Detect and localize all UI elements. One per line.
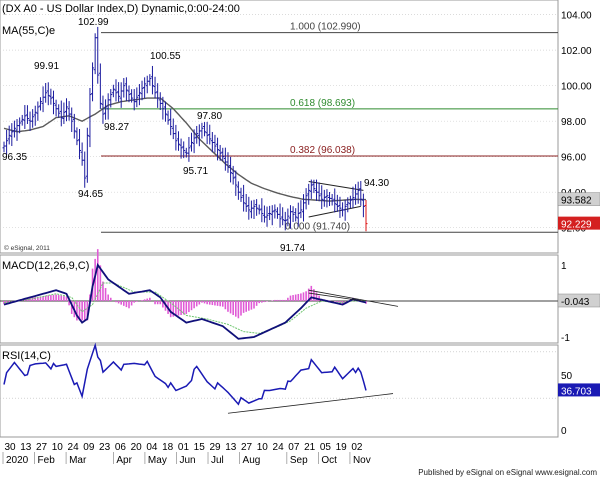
watermark: © eSignal, 2011 xyxy=(4,244,50,252)
last-value-box-price xyxy=(558,216,600,230)
x-tick-label: 27 xyxy=(241,442,253,453)
rsi-trendline xyxy=(227,393,394,414)
rsi-last-value-box xyxy=(558,383,600,397)
price-annotation: 97.80 xyxy=(197,111,222,122)
x-tick-label: 04 xyxy=(146,442,158,453)
rsi-series: 50 0 36.703 xyxy=(0,342,600,437)
upper-trendline xyxy=(308,181,364,191)
x-tick-label: 18 xyxy=(162,442,174,453)
footer-bar xyxy=(0,466,600,478)
x-axis: 30 13 27 10 24 09 23 06 20 04 18 01 15 29 13 27 10 24 07 21… xyxy=(2,442,371,466)
x-tick-label: 24 xyxy=(68,442,80,453)
price-tick-label: 102.00 xyxy=(561,46,592,57)
price-annotation: 91.74 xyxy=(280,243,305,254)
macd-last-value: -0.043 xyxy=(561,297,590,308)
x-month-label: Nov xyxy=(353,455,371,466)
rsi-title: RSI(14,C) xyxy=(2,350,51,362)
x-tick-label: 30 xyxy=(4,442,16,453)
price-annotation: 100.55 xyxy=(150,51,181,62)
x-month-label: Aug xyxy=(243,455,261,466)
x-tick-label: 19 xyxy=(336,442,348,453)
fib-level-label: 1.000 (102.990) xyxy=(290,22,361,33)
price-annotation: 94.65 xyxy=(78,189,103,200)
price-bars xyxy=(2,26,368,232)
x-tick-label: 01 xyxy=(178,442,190,453)
x-month-label: 2020 xyxy=(6,455,29,466)
x-tick-label: 27 xyxy=(36,442,48,453)
macd-tick-label: -1 xyxy=(561,333,570,344)
price-annotation: 95.71 xyxy=(183,166,208,177)
last-value-box-ma xyxy=(557,192,600,206)
rsi-line xyxy=(3,342,367,406)
price-axis: 104.00102.00100.0098.0096.0094.0092.0093… xyxy=(557,11,600,235)
x-tick-label: 09 xyxy=(83,442,95,453)
chart-title: (DX A0 - US Dollar Index,D) Dynamic,0:00… xyxy=(2,3,240,15)
x-month-label: Mar xyxy=(69,455,87,466)
macd-trendline xyxy=(308,292,364,302)
price-panel xyxy=(0,0,559,254)
price-tick-label: 98.00 xyxy=(561,117,586,128)
x-tick-label: 24 xyxy=(273,442,285,453)
macd-line xyxy=(3,262,367,340)
price-annotation: 94.30 xyxy=(364,178,389,189)
x-tick-label: 20 xyxy=(131,442,143,453)
fibonacci-levels: 1.000 (102.990) 0.618 (98.693) 0.382 (96.0… xyxy=(101,22,558,233)
macd-series: 1 -1 -0.043 xyxy=(0,249,600,344)
x-month-label: Oct xyxy=(321,455,337,466)
x-tick-label: 02 xyxy=(351,442,363,453)
x-tick-label: 13 xyxy=(20,442,32,453)
price-annotation: 102.99 xyxy=(78,17,109,28)
x-tick-label: 13 xyxy=(225,442,237,453)
x-month-label: Feb xyxy=(38,455,56,466)
x-tick-label: 15 xyxy=(194,442,206,453)
macd-title: MACD(12,26,9,C) xyxy=(2,260,89,272)
rsi-panel xyxy=(0,344,559,438)
fib-level-label: 0.618 (98.693) xyxy=(290,98,355,109)
price-annotation: 96.35 xyxy=(2,152,27,163)
rsi-tick-label: 0 xyxy=(561,426,567,437)
ma-label: MA(55,C)e xyxy=(2,25,55,37)
macd-signal-line xyxy=(3,282,366,334)
x-tick-label: 05 xyxy=(320,442,332,453)
price-annotations: 102.99 99.91 100.55 98.27 97.80 96.35 94.65 95.… xyxy=(2,17,389,254)
x-tick-label: 23 xyxy=(99,442,111,453)
x-tick-label: 10 xyxy=(257,442,269,453)
fib-level-label: 0.000 (91.740) xyxy=(285,221,350,232)
rsi-tick-label: 50 xyxy=(561,371,573,382)
macd-last-value-box xyxy=(557,293,600,308)
price-tick-label: 96.00 xyxy=(561,153,586,164)
x-tick-label: 21 xyxy=(304,442,316,453)
x-tick-label: 06 xyxy=(115,442,127,453)
rsi-last-value: 36.703 xyxy=(561,386,592,397)
x-tick-label: 07 xyxy=(288,442,300,453)
price-tick-label: 104.00 xyxy=(561,11,592,22)
price-tick-label: 100.00 xyxy=(561,82,592,93)
last-value-ma: 93.582 xyxy=(561,196,592,207)
x-month-label: Jul xyxy=(211,455,224,466)
x-tick-label: 29 xyxy=(209,442,221,453)
footer-text: Published by eSignal on eSignal www.esig… xyxy=(418,468,597,477)
x-month-label: Sep xyxy=(290,455,308,466)
x-month-label: Apr xyxy=(116,455,132,466)
last-value-price: 92.229 xyxy=(561,220,592,231)
price-annotation: 99.91 xyxy=(34,61,59,72)
x-month-label: May xyxy=(148,455,167,466)
x-month-label: Jun xyxy=(179,455,195,466)
fib-level-label: 0.382 (96.038) xyxy=(290,145,355,156)
macd-tick-label: 1 xyxy=(561,261,567,272)
price-annotation: 98.27 xyxy=(104,122,129,133)
x-tick-label: 10 xyxy=(52,442,64,453)
macd-trendline xyxy=(308,289,399,307)
